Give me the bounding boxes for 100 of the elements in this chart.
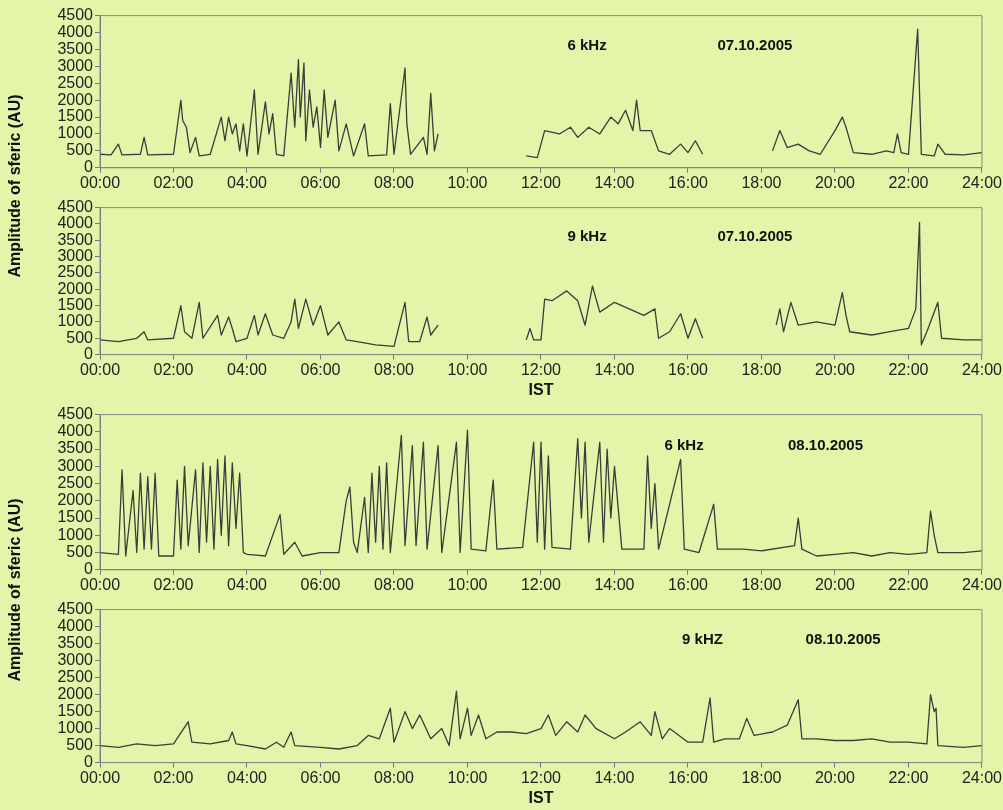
x-tick-label: 14:00 <box>594 768 635 786</box>
x-tick-label: 06:00 <box>300 768 341 786</box>
x-tick-label: 14:00 <box>594 173 635 191</box>
x-tick-label: 24:00 <box>961 575 1003 593</box>
x-tick-label: 08:00 <box>373 360 415 378</box>
x-tick-label: 12:00 <box>520 575 562 593</box>
x-tick-label: 02:00 <box>153 768 194 786</box>
y-tick-label: 2000 <box>57 491 94 509</box>
y-tick-label: 0 <box>84 158 94 176</box>
x-tick-label: 18:00 <box>741 173 782 191</box>
x-tick-label: 06:00 <box>300 360 341 378</box>
x-tick-label: 12:00 <box>520 173 562 191</box>
x-tick-label: 10:00 <box>447 768 488 786</box>
x-tick-label: 20:00 <box>814 173 856 191</box>
x-tick-label: 22:00 <box>888 173 929 191</box>
y-axis-title: Amplitude of sferic (AU) <box>6 497 24 682</box>
x-tick-label: 04:00 <box>226 360 268 378</box>
y-tick-label: 1000 <box>57 719 94 737</box>
annotation: 6 kHz <box>567 36 607 54</box>
x-tick-label: 00:00 <box>79 360 121 378</box>
x-tick-label: 12:00 <box>520 768 562 786</box>
x-tick-label: 06:00 <box>300 575 341 593</box>
y-tick-label: 3000 <box>57 247 94 265</box>
x-tick-label: 20:00 <box>814 575 856 593</box>
y-tick-label: 2000 <box>57 685 94 703</box>
y-tick-label: 1000 <box>57 312 94 330</box>
y-tick-label: 500 <box>66 328 94 346</box>
y-tick-label: 0 <box>84 753 94 771</box>
y-tick-label: 4000 <box>57 22 94 40</box>
x-tick-label: 06:00 <box>300 173 341 191</box>
x-tick-label: 24:00 <box>961 173 1003 191</box>
x-tick-label: 10:00 <box>447 173 488 191</box>
y-tick-label: 2000 <box>57 90 94 108</box>
x-tick-label: 12:00 <box>520 360 562 378</box>
x-tick-label: 04:00 <box>226 768 268 786</box>
x-tick-label: 16:00 <box>667 575 709 593</box>
x-tick-label: 18:00 <box>741 575 782 593</box>
y-tick-label: 4500 <box>57 6 94 24</box>
x-tick-label: 22:00 <box>888 575 929 593</box>
y-tick-label: 3500 <box>57 634 94 652</box>
x-tick-label: 16:00 <box>667 173 709 191</box>
x-tick-label: 02:00 <box>153 360 194 378</box>
x-tick-label: 10:00 <box>447 360 488 378</box>
annotation: 9 kHz <box>567 227 607 245</box>
y-tick-label: 500 <box>66 141 94 159</box>
y-tick-label: 0 <box>84 345 94 363</box>
y-tick-label: 0 <box>84 560 94 578</box>
x-tick-label: 02:00 <box>153 575 194 593</box>
x-tick-label: 08:00 <box>373 768 415 786</box>
y-tick-label: 2000 <box>57 279 94 297</box>
y-tick-label: 4500 <box>57 600 94 618</box>
x-tick-label: 24:00 <box>961 360 1003 378</box>
x-tick-label: 16:00 <box>667 360 709 378</box>
annotation: 07.10.2005 <box>717 227 793 245</box>
x-tick-label: 18:00 <box>741 768 782 786</box>
x-tick-label: 20:00 <box>814 768 856 786</box>
x-tick-label: 20:00 <box>814 360 856 378</box>
x-tick-label: 02:00 <box>153 173 194 191</box>
y-tick-label: 3500 <box>57 230 94 248</box>
y-tick-label: 500 <box>66 542 94 560</box>
y-tick-label: 4500 <box>57 198 94 216</box>
y-tick-label: 1000 <box>57 525 94 543</box>
x-tick-label: 04:00 <box>226 575 268 593</box>
annotation: 07.10.2005 <box>717 36 793 54</box>
y-tick-label: 4000 <box>57 617 94 635</box>
annotation: 6 kHz <box>664 435 704 453</box>
y-tick-label: 2500 <box>57 73 94 91</box>
y-tick-label: 3000 <box>57 456 94 474</box>
y-tick-label: 4000 <box>57 422 94 440</box>
x-tick-label: 08:00 <box>373 575 415 593</box>
y-tick-label: 500 <box>66 736 94 754</box>
x-axis-title: IST <box>528 380 554 398</box>
x-tick-label: 22:00 <box>888 768 929 786</box>
y-tick-label: 4000 <box>57 214 94 232</box>
x-tick-label: 10:00 <box>447 575 488 593</box>
y-tick-label: 3000 <box>57 651 94 669</box>
y-axis-title: Amplitude of sferic (AU) <box>6 94 24 278</box>
x-tick-label: 14:00 <box>594 575 635 593</box>
y-tick-label: 1000 <box>57 124 94 142</box>
x-tick-label: 00:00 <box>79 768 121 786</box>
x-tick-label: 04:00 <box>226 173 268 191</box>
x-tick-label: 18:00 <box>741 360 782 378</box>
y-tick-label: 1500 <box>57 508 94 526</box>
x-tick-label: 22:00 <box>888 360 929 378</box>
x-tick-label: 08:00 <box>373 173 415 191</box>
y-tick-label: 2500 <box>57 263 94 281</box>
y-tick-label: 3500 <box>57 439 94 457</box>
annotation: 08.10.2005 <box>805 630 881 648</box>
y-tick-label: 2500 <box>57 668 94 686</box>
x-tick-label: 00:00 <box>79 173 121 191</box>
y-tick-label: 3000 <box>57 56 94 74</box>
y-tick-label: 3500 <box>57 39 94 57</box>
y-tick-label: 1500 <box>57 107 94 125</box>
y-tick-label: 4500 <box>57 405 94 423</box>
x-tick-label: 14:00 <box>594 360 635 378</box>
x-tick-label: 24:00 <box>961 768 1003 786</box>
x-axis-title: IST <box>528 788 554 806</box>
y-tick-label: 1500 <box>57 296 94 314</box>
annotation: 9 kHZ <box>682 630 723 648</box>
x-tick-label: 00:00 <box>79 575 121 593</box>
